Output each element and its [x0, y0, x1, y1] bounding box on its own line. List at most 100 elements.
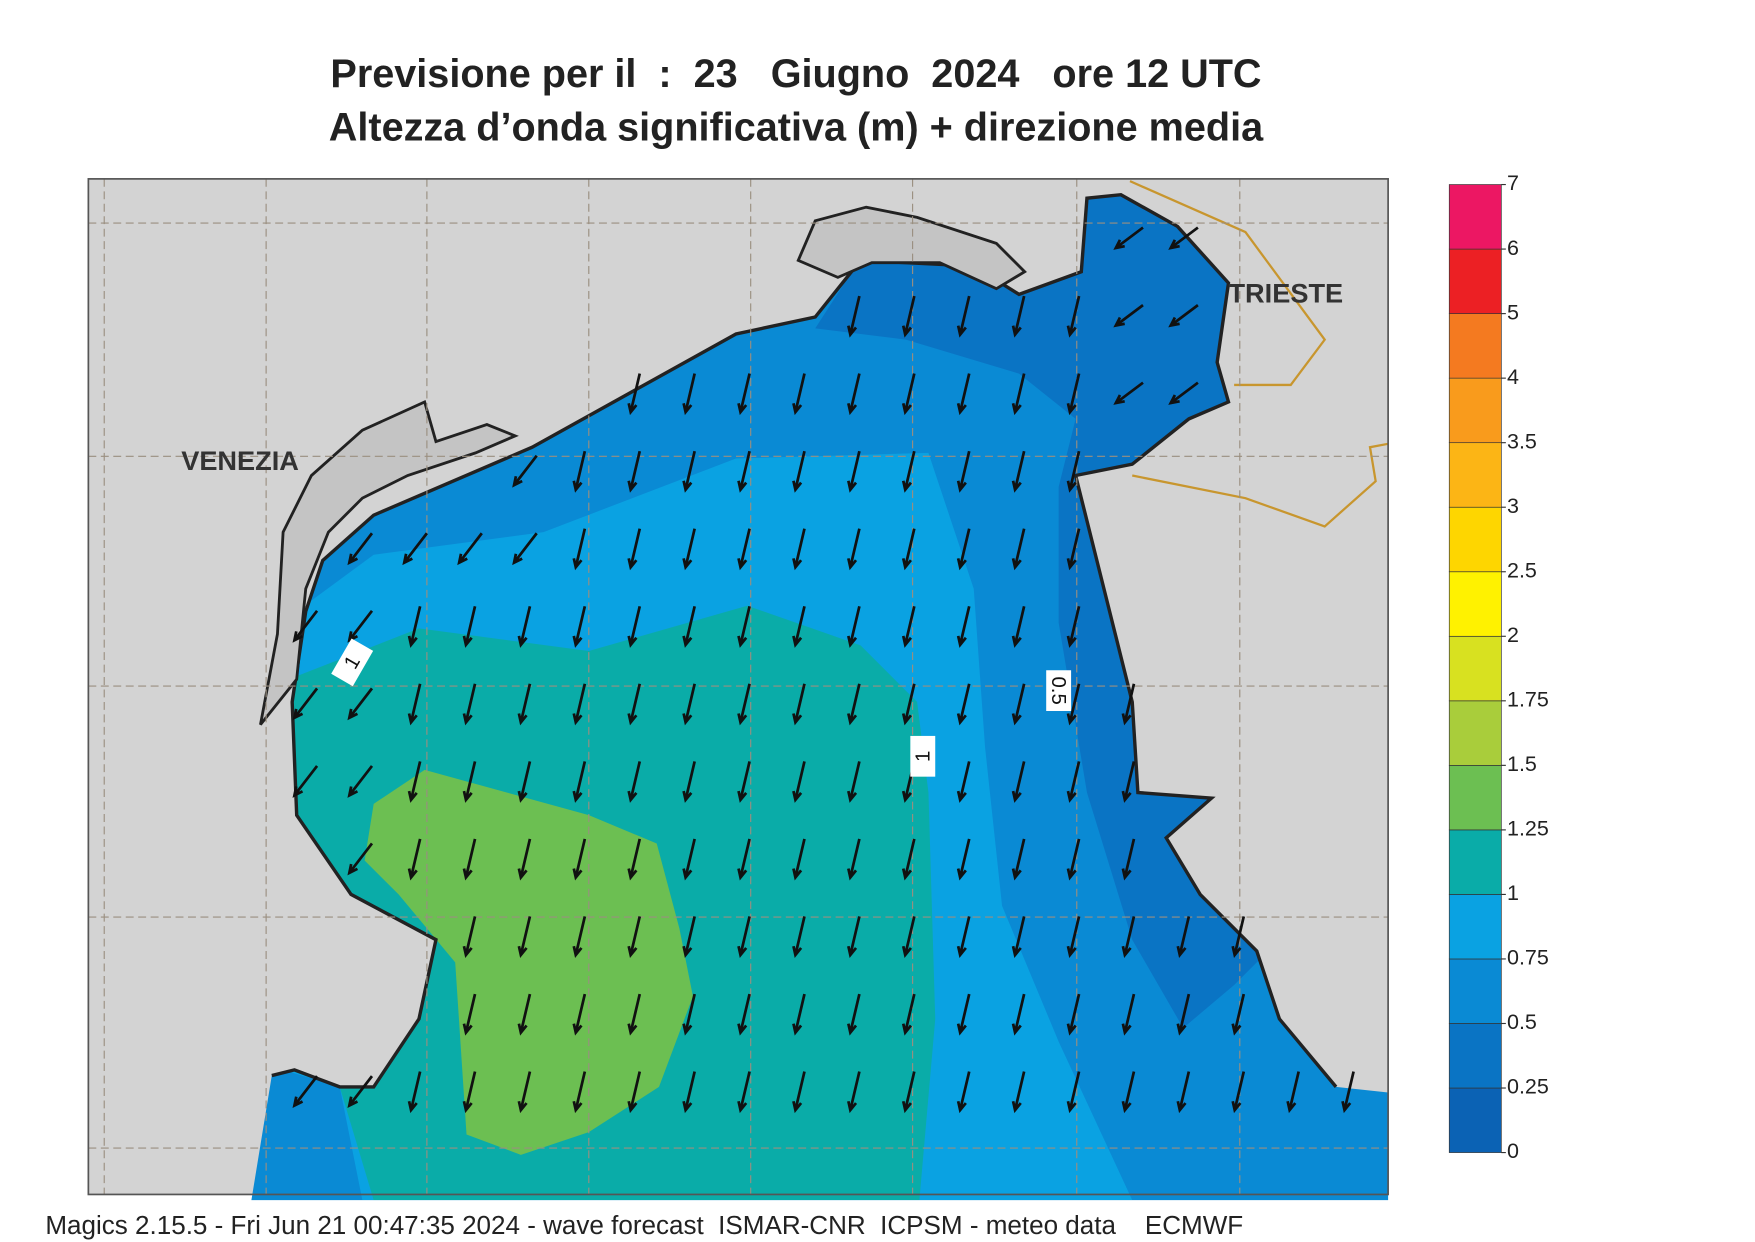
- direction-arrow: [1341, 1071, 1355, 1114]
- colorbar-tick-label: 1.75: [1507, 688, 1549, 712]
- direction-arrow: [347, 842, 374, 876]
- direction-arrow: [682, 528, 696, 571]
- colorbar-band: [1448, 1087, 1502, 1153]
- direction-arrow: [517, 1071, 532, 1114]
- title-line-1: Previsione per il : 23 Giugno 2024 ore 1…: [330, 52, 1261, 96]
- contour-label-bg: [910, 735, 936, 777]
- direction-arrow: [1231, 1071, 1246, 1114]
- direction-arrow: [1066, 605, 1081, 648]
- direction-arrow: [572, 761, 587, 803]
- direction-arrow: [1176, 916, 1191, 959]
- title-line-2: Altezza d’onda significativa (m) + direz…: [329, 105, 1264, 149]
- direction-arrow: [737, 683, 751, 726]
- direction-arrow: [1231, 916, 1246, 959]
- direction-arrow: [627, 683, 642, 726]
- direction-arrow: [956, 373, 971, 416]
- direction-arrow: [1066, 761, 1081, 803]
- colorbar-band: [1448, 248, 1502, 314]
- direction-arrow: [682, 993, 696, 1036]
- direction-arrow: [847, 1071, 861, 1114]
- direction-arrow: [512, 454, 538, 488]
- colorbar: 0 0.25 0.5 0.75 1 1.25 1.5 1.75 2 2.5 3 3.5 4 5 6 7: [1448, 171, 1549, 1163]
- direction-arrow: [901, 605, 916, 648]
- direction-arrow: [627, 373, 642, 416]
- contour-label-bg: [1046, 670, 1072, 712]
- direction-arrow: [1011, 295, 1026, 338]
- direction-arrow: [1176, 1071, 1191, 1114]
- direction-arrow: [1121, 993, 1136, 1036]
- direction-arrow: [1231, 993, 1246, 1036]
- direction-arrow: [847, 993, 861, 1036]
- direction-arrow: [737, 993, 751, 1036]
- colorbar-tick-label: 1.25: [1507, 817, 1549, 841]
- direction-arrow: [627, 450, 642, 493]
- direction-arrow: [572, 528, 587, 571]
- direction-arrow: [1066, 450, 1081, 493]
- colorbar-band: [1448, 894, 1502, 960]
- colorbar-band: [1448, 700, 1502, 766]
- direction-arrow: [1011, 605, 1026, 648]
- direction-arrow: [292, 1075, 319, 1109]
- direction-arrow: [347, 1075, 374, 1109]
- direction-arrow: [1011, 838, 1026, 881]
- direction-arrow: [1066, 683, 1081, 726]
- direction-arrow: [847, 916, 861, 959]
- direction-arrow: [737, 605, 751, 648]
- direction-arrow: [901, 528, 916, 571]
- direction-arrow: [402, 532, 428, 566]
- wave-direction-arrows: [292, 226, 1355, 1114]
- direction-arrow: [956, 683, 971, 726]
- direction-arrow: [347, 609, 374, 643]
- colorbar-tick-label: 6: [1507, 236, 1519, 260]
- direction-arrow: [462, 761, 477, 803]
- direction-arrow: [1011, 528, 1026, 571]
- map: VENEZIA TRIESTE 110.5: [87, 178, 1389, 1201]
- direction-arrow: [292, 765, 319, 798]
- direction-arrow: [1121, 761, 1136, 803]
- contour-label: 0.5: [1046, 670, 1072, 712]
- direction-arrow: [682, 605, 696, 648]
- colorbar-tick-label: 1: [1507, 881, 1519, 905]
- coastline: [271, 192, 1338, 1089]
- colorbar-tick-label: 4: [1507, 365, 1519, 389]
- direction-arrow: [847, 528, 861, 571]
- direction-arrow: [737, 761, 751, 803]
- direction-arrow: [572, 1071, 587, 1114]
- direction-arrow: [292, 609, 319, 643]
- direction-arrow: [901, 373, 916, 416]
- direction-arrow: [1121, 1071, 1136, 1114]
- direction-arrow: [682, 838, 696, 881]
- colorbar-band: [1448, 635, 1502, 702]
- direction-arrow: [792, 916, 806, 959]
- direction-arrow: [847, 605, 861, 648]
- direction-arrow: [627, 1071, 642, 1114]
- direction-arrow: [956, 295, 971, 338]
- direction-arrow: [1011, 373, 1026, 416]
- direction-arrow: [572, 683, 587, 726]
- direction-arrow: [1011, 993, 1026, 1036]
- direction-arrow: [737, 838, 751, 881]
- direction-arrow: [517, 993, 532, 1036]
- direction-arrow: [901, 1071, 916, 1114]
- direction-arrow: [956, 528, 971, 571]
- direction-arrow: [956, 605, 971, 648]
- direction-arrow: [1011, 683, 1026, 726]
- direction-arrow: [682, 916, 696, 959]
- direction-arrow: [956, 761, 971, 803]
- direction-arrow: [847, 761, 861, 803]
- border: [1129, 180, 1389, 528]
- colorbar-band: [1448, 765, 1502, 831]
- graticule: [88, 178, 1389, 1195]
- direction-arrow: [1121, 916, 1136, 959]
- direction-arrow: [462, 683, 477, 726]
- direction-arrow: [1286, 1071, 1300, 1114]
- colorbar-tick-label: 7: [1507, 171, 1519, 195]
- direction-arrow: [792, 528, 806, 571]
- direction-arrow: [407, 605, 422, 648]
- direction-arrow: [1011, 916, 1026, 959]
- direction-arrow: [462, 1071, 477, 1114]
- contour-label: 1: [910, 735, 936, 777]
- direction-arrow: [847, 295, 861, 338]
- direction-arrow: [792, 683, 806, 726]
- direction-arrow: [347, 765, 374, 798]
